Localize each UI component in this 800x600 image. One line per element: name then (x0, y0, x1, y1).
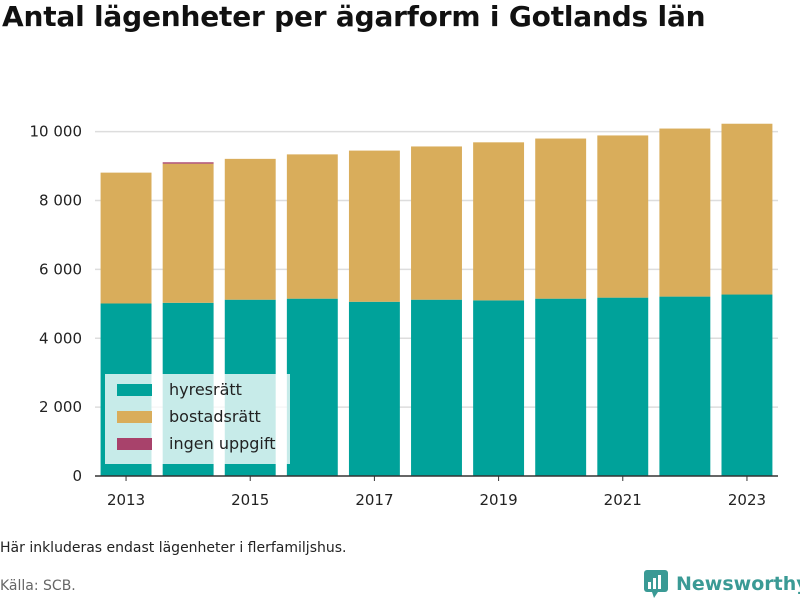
bar-segment (162, 163, 214, 303)
bar-segment (721, 123, 773, 295)
source-credit: Källa: SCB. (0, 578, 76, 594)
bar-segment (286, 154, 338, 299)
legend-swatch (117, 411, 152, 423)
bar-segment (597, 135, 649, 298)
x-tick-label: 2021 (604, 491, 642, 509)
bar-segment (659, 296, 711, 476)
bar-segment (224, 158, 276, 300)
legend: hyresrätt bostadsrätt ingen uppgift (105, 374, 290, 464)
legend-swatch (117, 384, 152, 396)
bar-segment (348, 301, 400, 476)
y-tick-label: 8 000 (39, 192, 82, 210)
y-tick-label: 4 000 (39, 329, 82, 347)
legend-label: hyresrätt (169, 380, 242, 399)
legend-label: bostadsrätt (169, 407, 261, 426)
x-tick-label: 2023 (728, 491, 766, 509)
bar-segment (286, 298, 338, 476)
legend-label: ingen uppgift (169, 434, 276, 453)
chart-title: Antal lägenheter per ägarform i Gotlands… (2, 0, 706, 33)
bar-segment (721, 294, 773, 476)
bar-segment (473, 142, 525, 301)
bar-segment (411, 299, 462, 476)
x-tick-label: 2017 (355, 491, 393, 509)
bar-segment (100, 172, 152, 304)
newsworthy-logo[interactable]: Newsworthy (644, 570, 800, 598)
y-tick-label: 0 (72, 467, 82, 485)
bar-segment (535, 138, 587, 299)
stacked-bar-chart: 0 2 000 4 000 6 000 8 000 10 000 2013 2015 2017 2… (30, 123, 778, 509)
y-tick-label: 10 000 (30, 123, 83, 141)
newsworthy-logo-text: Newsworthy (676, 573, 800, 595)
x-tick-label: 2015 (231, 491, 269, 509)
bar-segment (348, 150, 400, 302)
footnote: Här inkluderas endast lägenheter i flerf… (0, 540, 347, 556)
bar-segment (411, 146, 462, 300)
x-tick-label: 2019 (479, 491, 517, 509)
x-tick-label: 2013 (107, 491, 145, 509)
y-tick-label: 2 000 (39, 398, 82, 416)
bar-segment (597, 297, 649, 476)
bar-segment (535, 298, 587, 476)
y-tick-label: 6 000 (39, 260, 82, 278)
bar-segment (473, 300, 525, 476)
legend-swatch (117, 438, 152, 450)
bar-segment (659, 128, 711, 297)
axes: 0 2 000 4 000 6 000 8 000 10 000 2013 2015 2017 2… (30, 123, 778, 509)
newsworthy-logo-icon (644, 570, 668, 598)
bar-segment (162, 162, 214, 164)
